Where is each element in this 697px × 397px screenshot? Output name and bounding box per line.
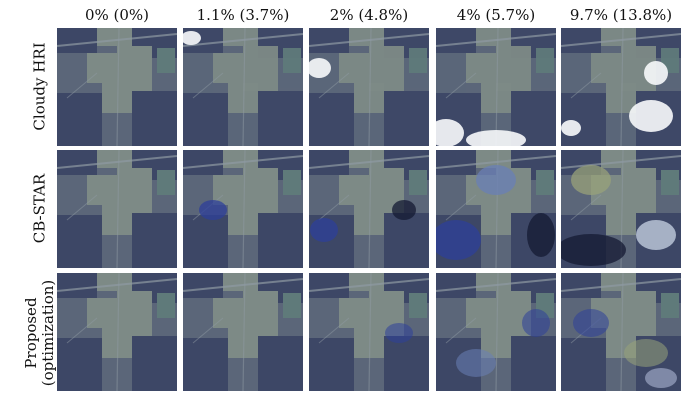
satellite-image-proposed-4 <box>561 273 681 391</box>
satellite-image-graphic <box>57 273 177 391</box>
satellite-image-cloudy-4 <box>561 28 681 146</box>
satellite-image-graphic <box>183 28 303 146</box>
column-header-2: 2% (4.8%) <box>329 6 409 24</box>
satellite-image-graphic <box>57 150 177 268</box>
satellite-image-graphic <box>309 273 429 391</box>
satellite-image-cloudy-1 <box>183 28 303 146</box>
satellite-image-proposed-2 <box>309 273 429 391</box>
satellite-image-proposed-1 <box>183 273 303 391</box>
satellite-image-graphic <box>561 28 681 146</box>
satellite-image-cbstar-0 <box>57 150 177 268</box>
satellite-image-graphic <box>561 273 681 391</box>
column-header-3: 4% (5.7%) <box>456 6 536 24</box>
satellite-image-graphic <box>436 28 556 146</box>
satellite-image-cloudy-0 <box>57 28 177 146</box>
satellite-image-graphic <box>183 273 303 391</box>
satellite-image-graphic <box>57 28 177 146</box>
satellite-image-graphic <box>309 150 429 268</box>
row-label-cb-star: CB-STAR <box>30 173 49 244</box>
row-label-cloudy-hri: Cloudy HRI <box>30 42 49 131</box>
satellite-image-graphic <box>436 150 556 268</box>
satellite-image-cloudy-3 <box>436 28 556 146</box>
column-header-0: 0% (0%) <box>84 6 150 24</box>
column-header-4: 9.7% (13.8%) <box>569 6 673 24</box>
column-header-1: 1.1% (3.7%) <box>196 6 290 24</box>
satellite-image-graphic <box>561 150 681 268</box>
satellite-image-cloudy-2 <box>309 28 429 146</box>
satellite-image-graphic <box>309 28 429 146</box>
satellite-image-cbstar-1 <box>183 150 303 268</box>
satellite-image-cbstar-4 <box>561 150 681 268</box>
satellite-image-proposed-3 <box>436 273 556 391</box>
satellite-image-graphic <box>436 273 556 391</box>
satellite-image-cbstar-2 <box>309 150 429 268</box>
row-label-proposed: Proposed (optimization) <box>22 279 57 387</box>
satellite-image-proposed-0 <box>57 273 177 391</box>
satellite-image-graphic <box>183 150 303 268</box>
satellite-image-cbstar-3 <box>436 150 556 268</box>
